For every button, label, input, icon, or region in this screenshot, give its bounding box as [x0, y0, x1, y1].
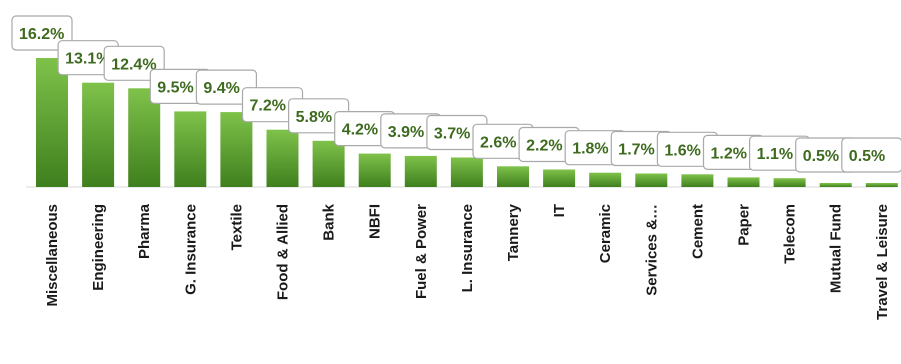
- bar-l-insurance: [450, 157, 483, 187]
- category-label-paper: Paper: [736, 204, 753, 246]
- data-label-box: [11, 15, 73, 51]
- data-label-g-insurance: 9.5%: [149, 68, 211, 105]
- data-label-textile: 9.4%: [195, 69, 257, 105]
- bar-paper: [727, 177, 760, 187]
- bar-travel-leisure: [865, 183, 898, 187]
- bar-food-allied: [266, 129, 299, 187]
- category-label-engineering: Engineering: [90, 204, 107, 291]
- bar-bank: [312, 140, 345, 187]
- data-label-telecom: 1.1%: [748, 135, 811, 171]
- bar-tannery: [497, 166, 529, 187]
- data-label-value: 16.2%: [19, 26, 64, 43]
- data-label-value: 7.2%: [250, 98, 286, 115]
- data-label-pharma: 12.4%: [103, 45, 165, 81]
- category-label-telecom: Telecom: [782, 204, 799, 264]
- data-label-value: 3.7%: [434, 126, 470, 143]
- bar-nbfi: [358, 153, 391, 187]
- data-label-fuel-power: 3.9%: [380, 113, 442, 149]
- data-label-tannery: 2.6%: [472, 123, 534, 159]
- data-label-box: [841, 137, 901, 173]
- category-label-ceramic: Ceramic: [597, 204, 614, 263]
- data-label-travel-leisure: 0.5%: [841, 137, 901, 173]
- bars-layer: [36, 58, 898, 187]
- data-label-miscellaneous: 16.2%: [11, 15, 73, 51]
- data-label-value: 1.6%: [664, 142, 700, 159]
- data-label-value: 1.8%: [572, 141, 608, 158]
- bar-it: [543, 169, 576, 187]
- data-label-value: 5.8%: [296, 109, 332, 126]
- category-label-mutual-fund: Mutual Fund: [828, 204, 845, 293]
- category-label-bank: Bank: [321, 203, 338, 240]
- category-label-it: IT: [551, 204, 568, 217]
- bar-ceramic: [589, 172, 622, 187]
- bar-fuel-power: [404, 155, 437, 187]
- category-label-travel-leisure: Travel & Leisure: [874, 204, 891, 320]
- category-label-food-allied: Food & Allied: [275, 204, 292, 300]
- category-label-pharma: Pharma: [136, 203, 153, 259]
- data-label-value: 0.5%: [803, 148, 839, 165]
- data-label-ceramic: 1.8%: [564, 130, 626, 166]
- bar-pharma: [128, 88, 161, 187]
- data-label-value: 1.1%: [757, 146, 793, 163]
- data-label-mutual-fund: 0.5%: [795, 137, 857, 173]
- data-label-value: 9.5%: [157, 79, 193, 96]
- category-label-l-insurance: L. Insurance: [459, 204, 476, 292]
- data-label-bank: 5.8%: [288, 98, 350, 134]
- data-label-value: 4.2%: [342, 122, 378, 139]
- data-label-value: 13.1%: [65, 51, 110, 68]
- data-label-value: 1.7%: [618, 142, 654, 159]
- data-label-l-insurance: 3.7%: [426, 114, 488, 151]
- data-label-value: 3.9%: [388, 124, 424, 141]
- data-label-box: [103, 45, 165, 81]
- category-label-g-insurance: G. Insurance: [182, 204, 199, 295]
- bar-engineering: [82, 82, 115, 187]
- data-label-value: 2.6%: [480, 134, 516, 151]
- category-label-textile: Textile: [228, 204, 245, 250]
- bar-miscellaneous: [36, 58, 68, 187]
- bar-services: [635, 173, 668, 187]
- category-label-tannery: Tannery: [505, 203, 522, 261]
- bar-mutual-fund: [819, 183, 852, 187]
- data-labels-layer: 16.2%13.1% 12.4%9.5% 9.4% 7.2% 5.8% 4.2% 3.9% 3…: [11, 15, 901, 173]
- data-label-it: 2.2%: [518, 126, 580, 163]
- category-labels-layer: Miscellaneous Engineering Pharma G. Insuran…: [44, 203, 891, 320]
- data-label-value: 0.5%: [849, 148, 885, 165]
- bar-g-insurance: [174, 111, 207, 187]
- data-label-value: 12.4%: [111, 56, 156, 73]
- bar-cement: [681, 174, 714, 187]
- data-label-value: 2.2%: [526, 138, 562, 155]
- data-label-nbfi: 4.2%: [334, 110, 396, 147]
- data-label-value: 9.4%: [203, 80, 239, 97]
- data-label-value: 1.2%: [711, 145, 747, 162]
- data-label-food-allied: 7.2%: [241, 87, 304, 123]
- data-label-paper: 1.2%: [702, 134, 765, 170]
- category-label-nbfi: NBFI: [367, 204, 384, 239]
- category-label-services: Services &…: [643, 204, 660, 296]
- category-label-fuel-power: Fuel & Power: [413, 204, 430, 299]
- bar-textile: [220, 112, 253, 187]
- data-label-services: 1.7%: [610, 130, 672, 167]
- category-label-miscellaneous: Miscellaneous: [44, 204, 61, 307]
- bar-telecom: [773, 178, 806, 187]
- category-label-cement: Cement: [689, 204, 706, 259]
